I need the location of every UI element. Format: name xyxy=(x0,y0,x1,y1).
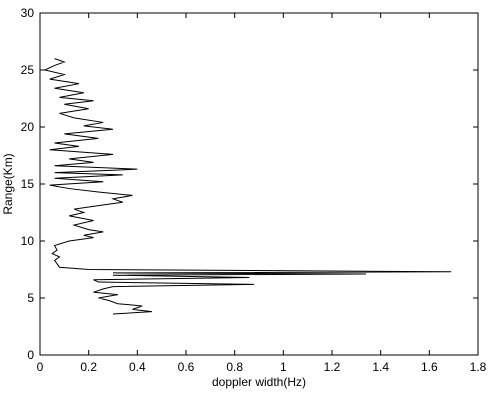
y-tick-label: 5 xyxy=(27,291,34,305)
data-line xyxy=(43,58,452,315)
x-tick-label: 1 xyxy=(280,360,287,374)
y-tick-label: 20 xyxy=(21,120,35,134)
x-tick-label: 0 xyxy=(37,360,44,374)
y-tick-label: 25 xyxy=(21,63,35,77)
y-tick-label: 0 xyxy=(27,348,34,362)
x-tick-label: 0.8 xyxy=(226,360,243,374)
x-tick-label: 1.8 xyxy=(470,360,487,374)
x-tick-label: 1.6 xyxy=(421,360,438,374)
x-tick-label: 1.2 xyxy=(324,360,341,374)
x-tick-label: 0.6 xyxy=(178,360,195,374)
y-tick-label: 30 xyxy=(21,6,35,20)
plot-area xyxy=(39,12,479,356)
x-tick-label: 0.4 xyxy=(129,360,146,374)
x-tick-label: 1.4 xyxy=(372,360,389,374)
y-tick-label: 15 xyxy=(21,177,35,191)
x-tick-label: 0.2 xyxy=(80,360,97,374)
y-axis-label: Range(Km) xyxy=(1,153,15,214)
x-axis-label: doppler width(Hz) xyxy=(212,375,306,389)
y-tick-label: 10 xyxy=(21,234,35,248)
